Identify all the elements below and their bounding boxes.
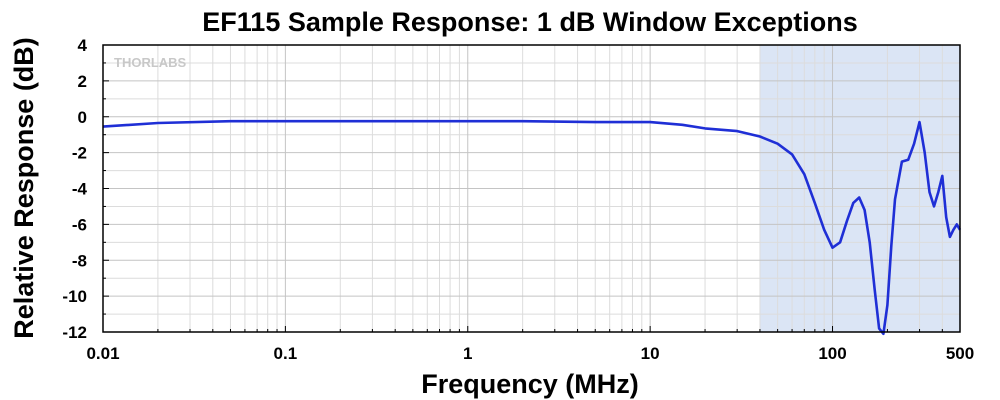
axis-ticks — [102, 44, 961, 333]
x-tick-label: 0.01 — [86, 344, 119, 363]
x-axis-label: Frequency (MHz) — [421, 369, 639, 399]
y-tick-label: -10 — [62, 287, 87, 306]
chart-title: EF115 Sample Response: 1 dB Window Excep… — [202, 7, 857, 37]
y-tick-label: 2 — [78, 72, 87, 91]
y-tick-label: -8 — [72, 251, 87, 270]
series-line — [102, 119, 962, 336]
x-tick-label: 500 — [946, 344, 974, 363]
x-tick-label: 100 — [818, 344, 846, 363]
y-tick-label: -12 — [62, 323, 87, 342]
x-tick-label: 0.1 — [274, 344, 298, 363]
y-tick-label: 4 — [78, 36, 88, 55]
y-tick-label: 0 — [78, 108, 87, 127]
x-tick-label: 1 — [463, 344, 472, 363]
x-tick-label: 10 — [641, 344, 660, 363]
y-axis-label: Relative Response (dB) — [9, 37, 39, 339]
thorlabs-logo: THORLABS — [114, 55, 187, 70]
y-tick-label: -6 — [72, 215, 87, 234]
y-tick-label: -4 — [72, 180, 88, 199]
x-tick-labels: 0.01 0.1 1 10 100 500 — [86, 344, 974, 363]
y-tick-label: -2 — [72, 144, 87, 163]
y-tick-labels: 4 2 0 -2 -4 -6 -8 -10 -12 — [62, 36, 87, 342]
